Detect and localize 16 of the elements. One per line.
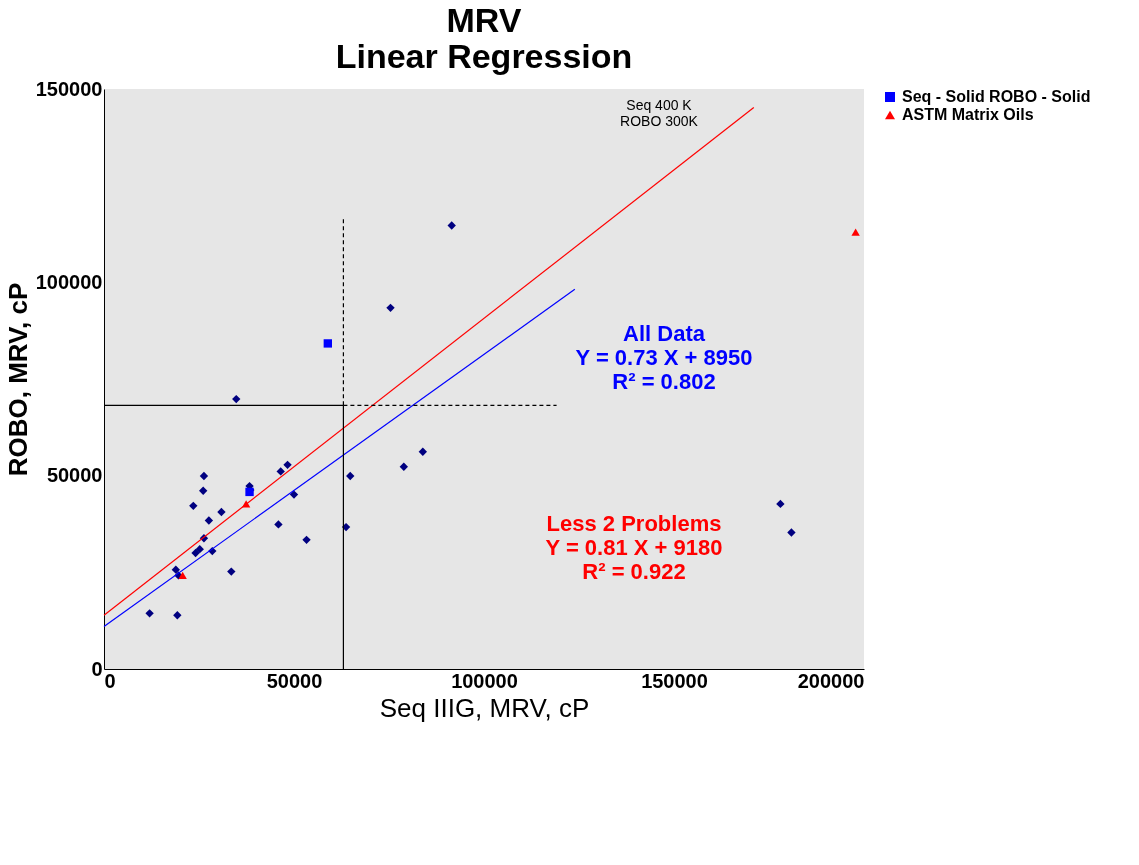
text: Linear Regression — [335, 37, 633, 75]
y-tick-label: 100000 — [35, 270, 103, 293]
y-axis-title: ROBO, MRV, cP — [2, 282, 33, 477]
y-tick-label: 150000 — [35, 77, 103, 100]
x-tick-label: 200000 — [797, 669, 865, 692]
x-tick-label: 150000 — [641, 669, 708, 692]
legend-label: ASTM Matrix Oils — [902, 106, 1034, 123]
x-tick-label: 50000 — [266, 669, 323, 692]
annotation: All Data Y = 0.73 X + 8950 R² = 0.802 — [575, 321, 753, 394]
annotation: Seq 400 K ROBO 300K — [620, 97, 699, 129]
x-axis-title: Seq IIIG, MRV, cP — [379, 692, 590, 723]
annotation: Less 2 Problems Y = 0.81 X + 9180 R² = 0.922 — [545, 511, 723, 584]
text: MRV — [446, 1, 522, 39]
y-tick-label: 50000 — [46, 464, 103, 487]
legend-label: Seq - Solid ROBO - Solid — [902, 88, 1091, 105]
x-tick-label: 100000 — [451, 669, 518, 692]
